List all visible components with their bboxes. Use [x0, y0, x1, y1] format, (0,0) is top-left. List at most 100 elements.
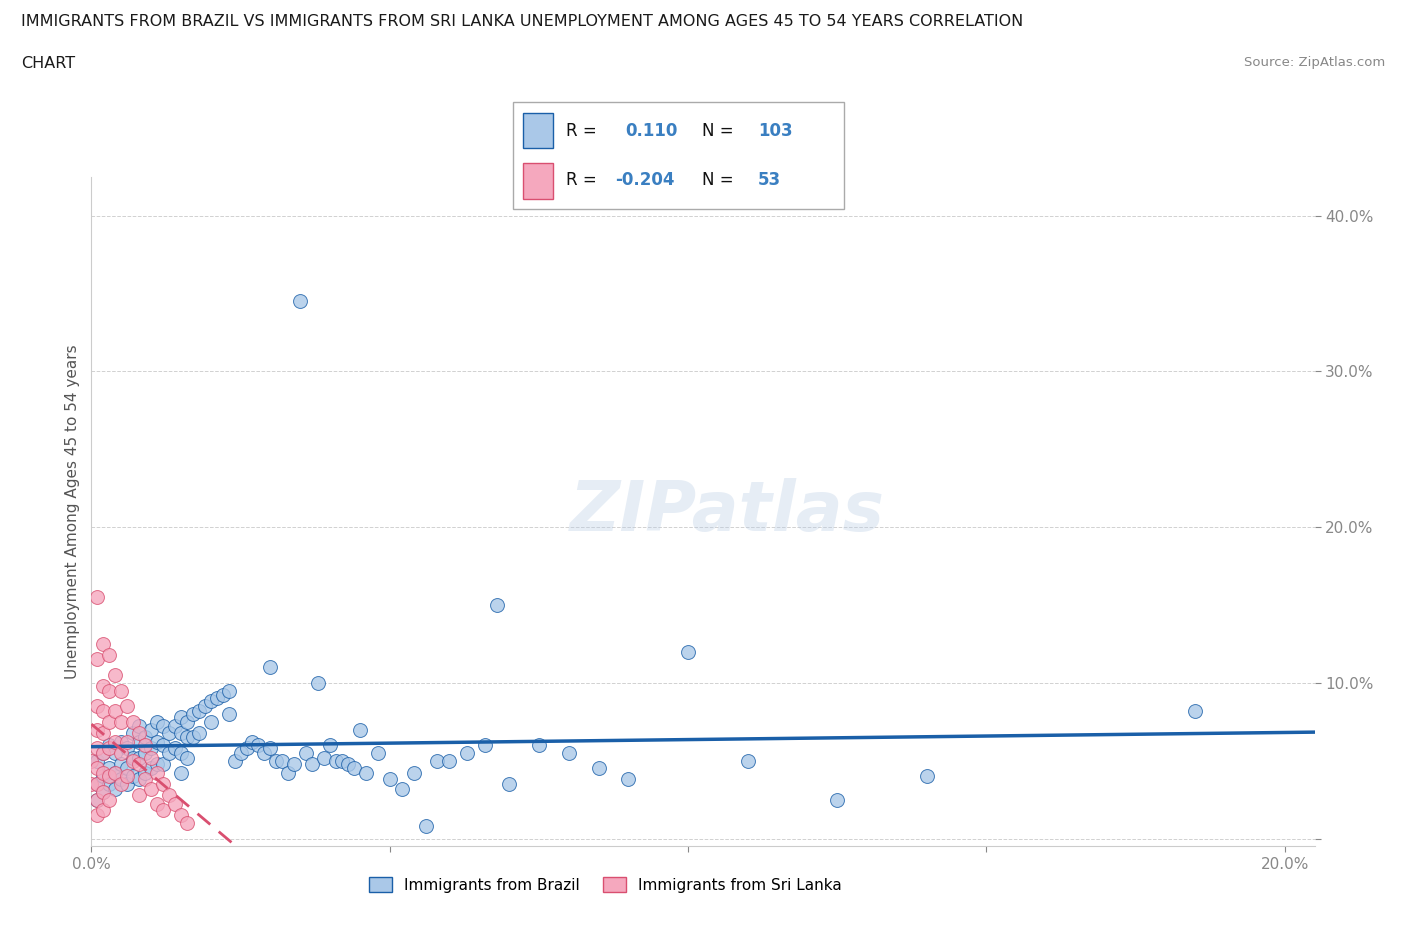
Point	[104, 765, 127, 780]
Point	[98, 684, 121, 698]
Point	[98, 777, 121, 791]
Point	[200, 694, 222, 709]
Point	[229, 746, 252, 761]
Point	[91, 803, 114, 817]
Point	[314, 751, 336, 765]
Point	[86, 652, 108, 667]
Point	[211, 688, 233, 703]
Point	[676, 644, 699, 659]
Point	[301, 756, 323, 771]
Point	[163, 719, 186, 734]
FancyBboxPatch shape	[523, 113, 553, 148]
Point	[139, 761, 162, 776]
Point	[104, 668, 127, 683]
Point	[91, 784, 114, 799]
Point	[128, 756, 150, 771]
Point	[439, 753, 461, 768]
Point	[259, 741, 281, 756]
Point	[139, 722, 162, 737]
Point	[86, 698, 108, 713]
Point	[486, 597, 509, 612]
Point	[253, 746, 276, 761]
Point	[224, 753, 246, 768]
Text: R =: R =	[567, 122, 596, 140]
Point	[187, 703, 209, 718]
Point	[115, 769, 138, 784]
Point	[86, 722, 108, 737]
Point	[152, 777, 174, 791]
Point	[415, 818, 437, 833]
Point	[181, 707, 204, 722]
Point	[737, 753, 759, 768]
Point	[91, 725, 114, 740]
Point	[176, 751, 198, 765]
Text: ZIPatlas: ZIPatlas	[569, 478, 884, 545]
Point	[91, 765, 114, 780]
Point	[134, 730, 156, 745]
Point	[115, 735, 138, 750]
Point	[86, 792, 108, 807]
Point	[152, 737, 174, 752]
Point	[295, 746, 318, 761]
Text: IMMIGRANTS FROM BRAZIL VS IMMIGRANTS FROM SRI LANKA UNEMPLOYMENT AMONG AGES 45 T: IMMIGRANTS FROM BRAZIL VS IMMIGRANTS FRO…	[21, 14, 1024, 29]
Point	[325, 753, 347, 768]
Text: 53: 53	[758, 171, 780, 190]
Point	[86, 590, 108, 604]
Point	[128, 719, 150, 734]
Point	[128, 772, 150, 787]
Point	[157, 746, 180, 761]
Point	[474, 737, 496, 752]
Point	[139, 781, 162, 796]
Y-axis label: Unemployment Among Ages 45 to 54 years: Unemployment Among Ages 45 to 54 years	[65, 344, 80, 679]
Point	[825, 792, 848, 807]
Point	[205, 691, 228, 706]
Point	[104, 746, 127, 761]
Point	[330, 753, 353, 768]
FancyBboxPatch shape	[513, 102, 844, 209]
Point	[115, 777, 138, 791]
Point	[134, 765, 156, 780]
Point	[91, 784, 114, 799]
Point	[247, 737, 270, 752]
Point	[157, 788, 180, 803]
Point	[122, 753, 145, 768]
Text: -0.204: -0.204	[616, 171, 675, 190]
Point	[134, 746, 156, 761]
Point	[146, 756, 169, 771]
Point	[367, 746, 389, 761]
Point	[402, 765, 425, 780]
Point	[200, 714, 222, 729]
Point	[588, 761, 610, 776]
Point	[259, 659, 281, 674]
Point	[91, 679, 114, 694]
Point	[152, 756, 174, 771]
Point	[336, 756, 359, 771]
Point	[558, 746, 581, 761]
Point	[235, 741, 257, 756]
Point	[319, 737, 342, 752]
Text: 103: 103	[758, 122, 793, 140]
Text: 0.110: 0.110	[626, 122, 678, 140]
Point	[242, 735, 264, 750]
Point	[86, 741, 108, 756]
Point	[271, 753, 294, 768]
Point	[128, 735, 150, 750]
Point	[110, 772, 132, 787]
Point	[115, 761, 138, 776]
Point	[139, 741, 162, 756]
Point	[86, 808, 108, 823]
Point	[181, 730, 204, 745]
Point	[91, 746, 114, 761]
Point	[176, 714, 198, 729]
Text: Source: ZipAtlas.com: Source: ZipAtlas.com	[1244, 56, 1385, 69]
Text: N =: N =	[702, 122, 733, 140]
Point	[98, 737, 121, 752]
Point	[170, 710, 193, 724]
Point	[86, 777, 108, 791]
Point	[122, 751, 145, 765]
Point	[104, 735, 127, 750]
Point	[115, 741, 138, 756]
Point	[110, 684, 132, 698]
Point	[456, 746, 478, 761]
Point	[128, 725, 150, 740]
